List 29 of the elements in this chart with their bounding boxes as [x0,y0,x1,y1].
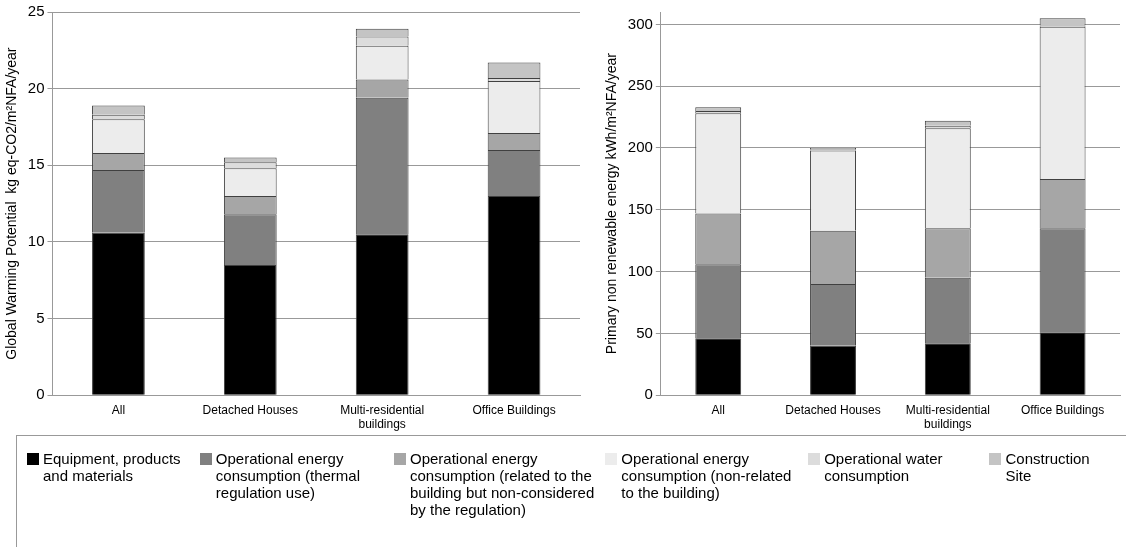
y-tick-label: 100 [627,261,653,279]
legend-label: Equipment, products and materials [43,450,182,484]
y-tick-label: 250 [627,76,653,94]
y-tick-label: 15 [27,155,45,173]
x-tick-label: All [111,402,126,417]
legend-label: Construction Site [1005,450,1091,484]
y-tick-label: 300 [627,14,653,32]
y-tick-label: 200 [627,138,653,156]
y-tick-label: 10 [27,232,45,250]
x-tick-label: Multi-residential buildings [905,402,990,432]
x-tick-label: Office Buildings [472,402,556,417]
legend-label: Operational energy consumption (non-related to the building) [621,450,793,501]
y-axis-title: Global Warming Potential kg eq-CO2/m²NFA/year [3,47,20,360]
y-tick-label: 0 [36,385,45,403]
x-tick-label: Multi-residential buildings [340,402,425,432]
y-tick-label: 150 [627,199,653,217]
legend-label: Operational energy consumption (thermal regulation use) [215,450,362,501]
y-tick-label: 0 [644,385,653,403]
y-axis-title: Primary non renewable energy kWh/m²NFA/year [603,52,620,355]
x-tick-label: All [711,402,725,417]
legend-label: Operational water consumption [824,450,944,484]
y-tick-label: 50 [636,323,653,341]
x-tick-label: Office Buildings [1021,402,1105,417]
x-tick-label: Detached Houses [785,402,881,417]
y-tick-label: 20 [27,78,45,96]
legend-label: Operational energy consumption (related to the building but non-considered by the regulation) [410,450,596,518]
y-tick-label: 5 [36,308,45,326]
x-tick-label: Detached Houses [202,402,298,417]
y-tick-label: 25 [27,2,45,20]
